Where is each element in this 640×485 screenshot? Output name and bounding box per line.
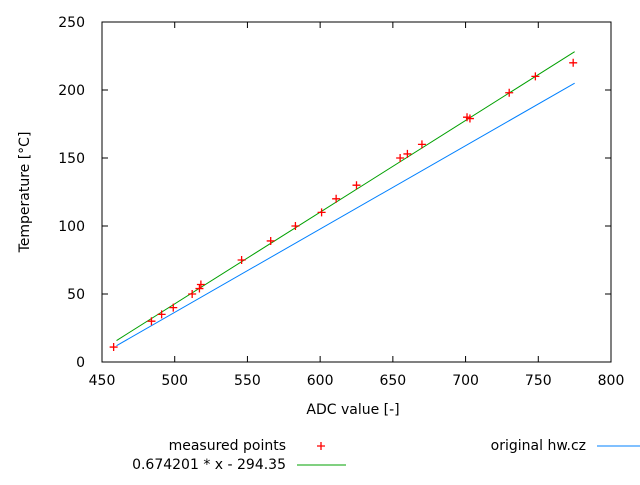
data-point <box>291 222 300 230</box>
data-point <box>317 208 326 217</box>
y-tick-label: 150 <box>58 151 85 167</box>
plus-marker <box>403 149 412 158</box>
plus-marker <box>317 442 325 450</box>
data-point <box>396 154 405 162</box>
plus-marker <box>237 256 246 264</box>
plus-marker <box>531 72 540 81</box>
y-tick-label: 50 <box>67 287 85 303</box>
data-point <box>169 303 178 312</box>
plus-marker <box>352 181 361 190</box>
data-point <box>417 140 426 149</box>
y-tick-label: 0 <box>76 355 85 371</box>
plus-marker <box>109 343 118 352</box>
data-point <box>332 194 341 203</box>
plus-marker <box>291 222 300 230</box>
legend-label-fit: 0.674201 * x - 294.35 <box>132 457 286 473</box>
legend-marker-measured <box>317 442 325 450</box>
plus-marker <box>417 140 426 149</box>
plus-marker <box>332 194 341 203</box>
y-tick-label: 100 <box>58 219 85 235</box>
data-point <box>465 114 474 123</box>
x-tick-label: 650 <box>379 373 406 389</box>
original-line <box>116 82 575 347</box>
plus-marker <box>465 114 474 123</box>
legend: measured points 0.674201 * x - 294.35 or… <box>132 438 640 473</box>
legend-label-original: original hw.cz <box>491 438 586 454</box>
fit-line <box>116 51 575 341</box>
data-point <box>147 317 156 326</box>
plus-marker <box>195 284 204 293</box>
x-tick-label: 750 <box>525 373 552 389</box>
x-tick-label: 600 <box>307 373 334 389</box>
plus-marker <box>188 290 197 298</box>
data-point <box>352 181 361 190</box>
y-tick-label: 250 <box>58 15 85 31</box>
data-point <box>569 58 578 67</box>
legend-plus <box>317 442 325 450</box>
x-tick-label: 800 <box>598 373 625 389</box>
plus-marker <box>147 317 156 326</box>
y-tick-label: 200 <box>58 83 85 99</box>
data-point <box>196 280 205 289</box>
x-tick-label: 700 <box>452 373 479 389</box>
plus-marker <box>266 236 275 245</box>
plus-marker <box>505 88 514 97</box>
x-tick-label: 550 <box>234 373 261 389</box>
data-point <box>531 72 540 81</box>
y-axis-label: Temperature [°C] <box>17 132 33 254</box>
plot-border <box>101 21 612 363</box>
plus-marker <box>569 58 578 67</box>
data-point <box>195 284 204 293</box>
data-point <box>109 343 118 352</box>
plus-marker <box>196 280 205 289</box>
data-point <box>188 290 197 298</box>
plus-marker <box>169 303 178 312</box>
legend-label-measured: measured points <box>169 438 286 454</box>
x-tick-label: 450 <box>89 373 116 389</box>
plus-marker <box>396 154 405 162</box>
x-axis-label: ADC value [-] <box>306 402 399 418</box>
data-point <box>505 88 514 97</box>
data-point <box>266 236 275 245</box>
x-tick-label: 500 <box>161 373 188 389</box>
data-point <box>157 310 166 319</box>
plus-marker <box>157 310 166 319</box>
plus-marker <box>317 208 326 217</box>
data-point <box>403 149 412 158</box>
data-point <box>237 256 246 264</box>
